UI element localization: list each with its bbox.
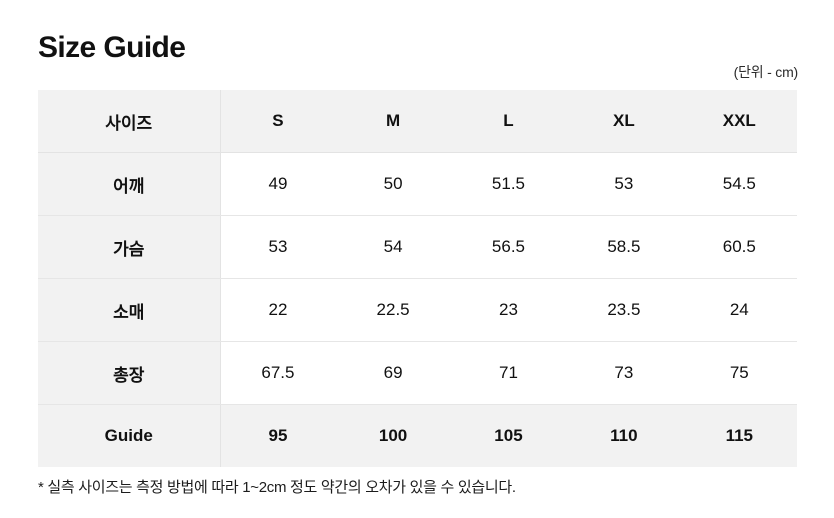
- cell-value: 50: [335, 152, 451, 216]
- cell-value: 54.5: [681, 152, 797, 216]
- table-row: 소매 22 22.5 23 23.5 24: [38, 278, 797, 342]
- table-row-guide: Guide 95 100 105 110 115: [38, 404, 797, 467]
- unit-label: (단위 - cm): [733, 64, 799, 80]
- cell-value: 67.5: [220, 341, 336, 405]
- cell-value: 115: [681, 404, 797, 467]
- cell-value: 60.5: [681, 215, 797, 279]
- size-table-container: 사이즈 S M L XL XXL 어깨 49 50 51.5 53 54.5: [38, 90, 797, 467]
- cell-value: 23: [450, 278, 567, 342]
- table-body: 어깨 49 50 51.5 53 54.5 가슴 53 54 56.5 58.5…: [38, 152, 797, 467]
- cell-value: 49: [220, 152, 336, 216]
- cell-value: 71: [450, 341, 567, 405]
- column-header-m: M: [335, 90, 451, 153]
- table-row: 총장 67.5 69 71 73 75: [38, 341, 797, 405]
- cell-value: 75: [681, 341, 797, 405]
- cell-value: 22: [220, 278, 336, 342]
- column-header-size-label: 사이즈: [38, 90, 221, 153]
- cell-value: 73: [566, 341, 682, 405]
- table-header-row: 사이즈 S M L XL XXL: [38, 90, 797, 153]
- cell-value: 56.5: [450, 215, 567, 279]
- row-label: 총장: [38, 341, 221, 405]
- cell-value: 58.5: [566, 215, 682, 279]
- cell-value: 110: [566, 404, 682, 467]
- cell-value: 23.5: [566, 278, 682, 342]
- cell-value: 100: [335, 404, 451, 467]
- cell-value: 54: [335, 215, 451, 279]
- column-header-xl: XL: [566, 90, 682, 153]
- cell-value: 53: [566, 152, 682, 216]
- column-header-s: S: [220, 90, 336, 153]
- size-guide-table: 사이즈 S M L XL XXL 어깨 49 50 51.5 53 54.5: [38, 90, 797, 467]
- measurement-disclaimer: * 실측 사이즈는 측정 방법에 따라 1~2cm 정도 약간의 오차가 있을 …: [38, 479, 516, 496]
- cell-value: 69: [335, 341, 451, 405]
- table-row: 어깨 49 50 51.5 53 54.5: [38, 152, 797, 216]
- cell-value: 105: [450, 404, 567, 467]
- cell-value: 53: [220, 215, 336, 279]
- row-label: 소매: [38, 278, 221, 342]
- row-label: 어깨: [38, 152, 221, 216]
- cell-value: 51.5: [450, 152, 567, 216]
- cell-value: 24: [681, 278, 797, 342]
- page-title: Size Guide: [38, 31, 186, 64]
- table-row: 가슴 53 54 56.5 58.5 60.5: [38, 215, 797, 279]
- cell-value: 95: [220, 404, 336, 467]
- column-header-l: L: [450, 90, 567, 153]
- table-head: 사이즈 S M L XL XXL: [38, 90, 797, 153]
- row-label: 가슴: [38, 215, 221, 279]
- cell-value: 22.5: [335, 278, 451, 342]
- column-header-xxl: XXL: [681, 90, 797, 153]
- row-label: Guide: [38, 404, 221, 467]
